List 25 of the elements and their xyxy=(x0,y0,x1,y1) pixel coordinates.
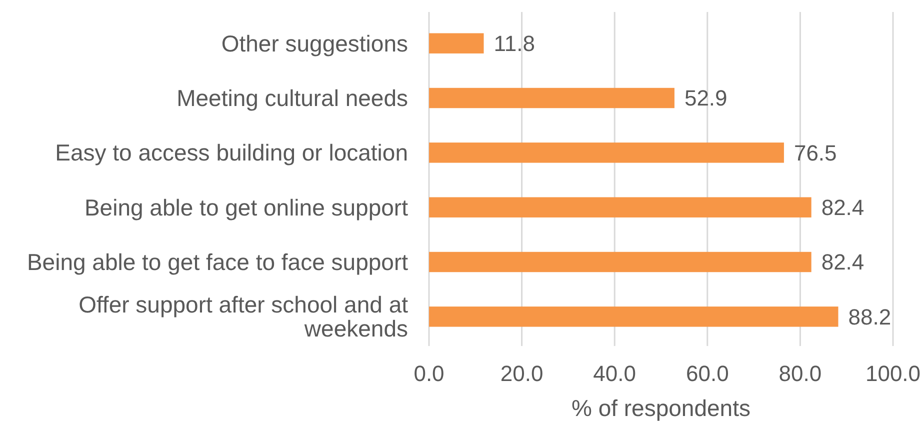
data-label: 11.8 xyxy=(494,31,535,56)
x-tick-label: 40.0 xyxy=(593,361,636,386)
x-tick-label: 60.0 xyxy=(686,361,729,386)
y-tick-label: Being able to get online support xyxy=(84,194,409,220)
x-tick-label: 100.0 xyxy=(865,361,921,386)
bar xyxy=(429,33,484,54)
data-label: 82.4 xyxy=(821,195,864,220)
bar xyxy=(429,252,812,272)
bar xyxy=(429,142,784,163)
data-label: 52.9 xyxy=(684,86,728,111)
x-axis-title: % of respondents xyxy=(571,395,751,421)
y-tick-label: Offer support after school and at weekends xyxy=(78,292,409,342)
y-tick-label: Easy to access building or location xyxy=(55,140,408,166)
bar xyxy=(429,306,838,327)
data-label: 76.5 xyxy=(794,140,837,166)
data-label: 82.4 xyxy=(821,250,864,275)
x-tick-label: 80.0 xyxy=(778,361,822,386)
x-tick-label: 0.0 xyxy=(414,361,444,386)
y-tick-label: Being able to get face to face support xyxy=(26,249,409,276)
y-tick-label: Other suggestions xyxy=(221,30,408,56)
bar xyxy=(429,197,812,218)
bar xyxy=(429,88,674,108)
data-label: 88.2 xyxy=(848,304,892,330)
y-tick-label: Meeting cultural needs xyxy=(176,85,408,112)
x-tick-label: 20.0 xyxy=(500,361,544,386)
